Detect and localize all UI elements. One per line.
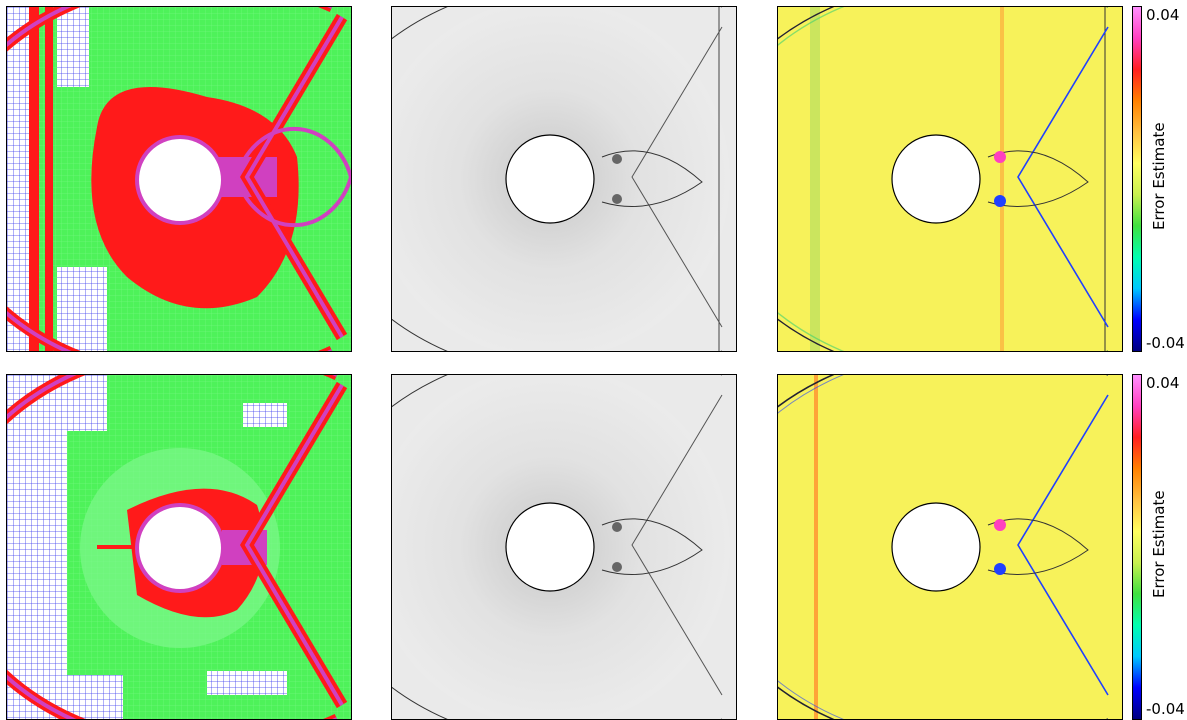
mesh-panel-top — [6, 6, 352, 352]
colorbar-top-min-label: -0.04 — [1146, 334, 1185, 352]
density-plot-top — [392, 7, 736, 351]
colorbar-bottom — [1132, 374, 1142, 720]
colorbar-bottom-min-label: -0.04 — [1146, 700, 1185, 718]
error-plot-top — [778, 7, 1122, 351]
colorbar-bottom-max-label: 0.04 — [1146, 374, 1180, 392]
mesh-plot-bottom — [7, 375, 351, 719]
colorbar-top-max-label: 0.04 — [1146, 6, 1180, 24]
density-panel-top — [391, 6, 737, 352]
error-panel-top — [777, 6, 1123, 352]
mesh-plot-top — [7, 7, 351, 351]
density-plot-bottom — [392, 375, 736, 719]
mesh-panel-bottom — [6, 374, 352, 720]
error-plot-bottom — [778, 375, 1122, 719]
error-panel-bottom — [777, 374, 1123, 720]
colorbar-top-title: Error Estimate — [1150, 122, 1168, 230]
colorbar-top — [1132, 6, 1142, 352]
density-panel-bottom — [391, 374, 737, 720]
colorbar-bottom-title: Error Estimate — [1150, 490, 1168, 598]
